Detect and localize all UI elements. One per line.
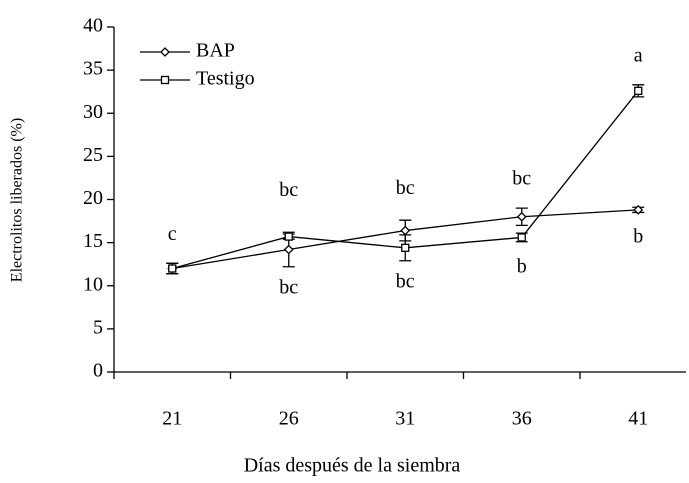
y-tick-label: 25 [83, 144, 103, 166]
y-tick-label: 20 [83, 187, 103, 209]
annotation: bc [279, 179, 298, 201]
y-tick-label: 40 [83, 15, 103, 37]
y-tick-label: 0 [93, 360, 103, 382]
annotation: bc [396, 270, 415, 292]
y-tick-label: 30 [83, 101, 103, 123]
annotation: bc [279, 276, 298, 298]
annotation: c [168, 223, 177, 245]
data-point [634, 86, 643, 95]
x-tick-label: 36 [512, 408, 532, 430]
x-tick-label: 26 [279, 408, 299, 430]
annotation: b [633, 225, 643, 247]
x-tick-label: 31 [395, 408, 415, 430]
data-point [284, 232, 293, 241]
legend-label: Testigo [196, 68, 255, 90]
x-axis-label: Días después de la siembra [244, 455, 461, 477]
data-point [517, 233, 526, 242]
legend-marker [160, 75, 170, 85]
y-tick-label: 35 [83, 58, 103, 80]
x-tick-label: 41 [628, 408, 648, 430]
x-tick-label: 21 [162, 408, 182, 430]
data-point [633, 204, 644, 215]
annotation: bc [512, 168, 531, 190]
data-point [516, 211, 527, 222]
annotation: b [517, 256, 527, 278]
y-tick-label: 10 [83, 273, 103, 295]
annotation: a [634, 44, 643, 66]
y-tick-label: 15 [83, 230, 103, 252]
data-point [283, 244, 294, 255]
legend-marker [160, 47, 170, 57]
data-point [168, 264, 177, 273]
y-tick-label: 5 [93, 316, 103, 338]
data-point [400, 225, 411, 236]
data-point [401, 243, 410, 252]
legend-label: BAP [196, 40, 235, 62]
y-axis-label: Electrolitos liberados (%) [9, 118, 26, 282]
annotation: bc [396, 177, 415, 199]
